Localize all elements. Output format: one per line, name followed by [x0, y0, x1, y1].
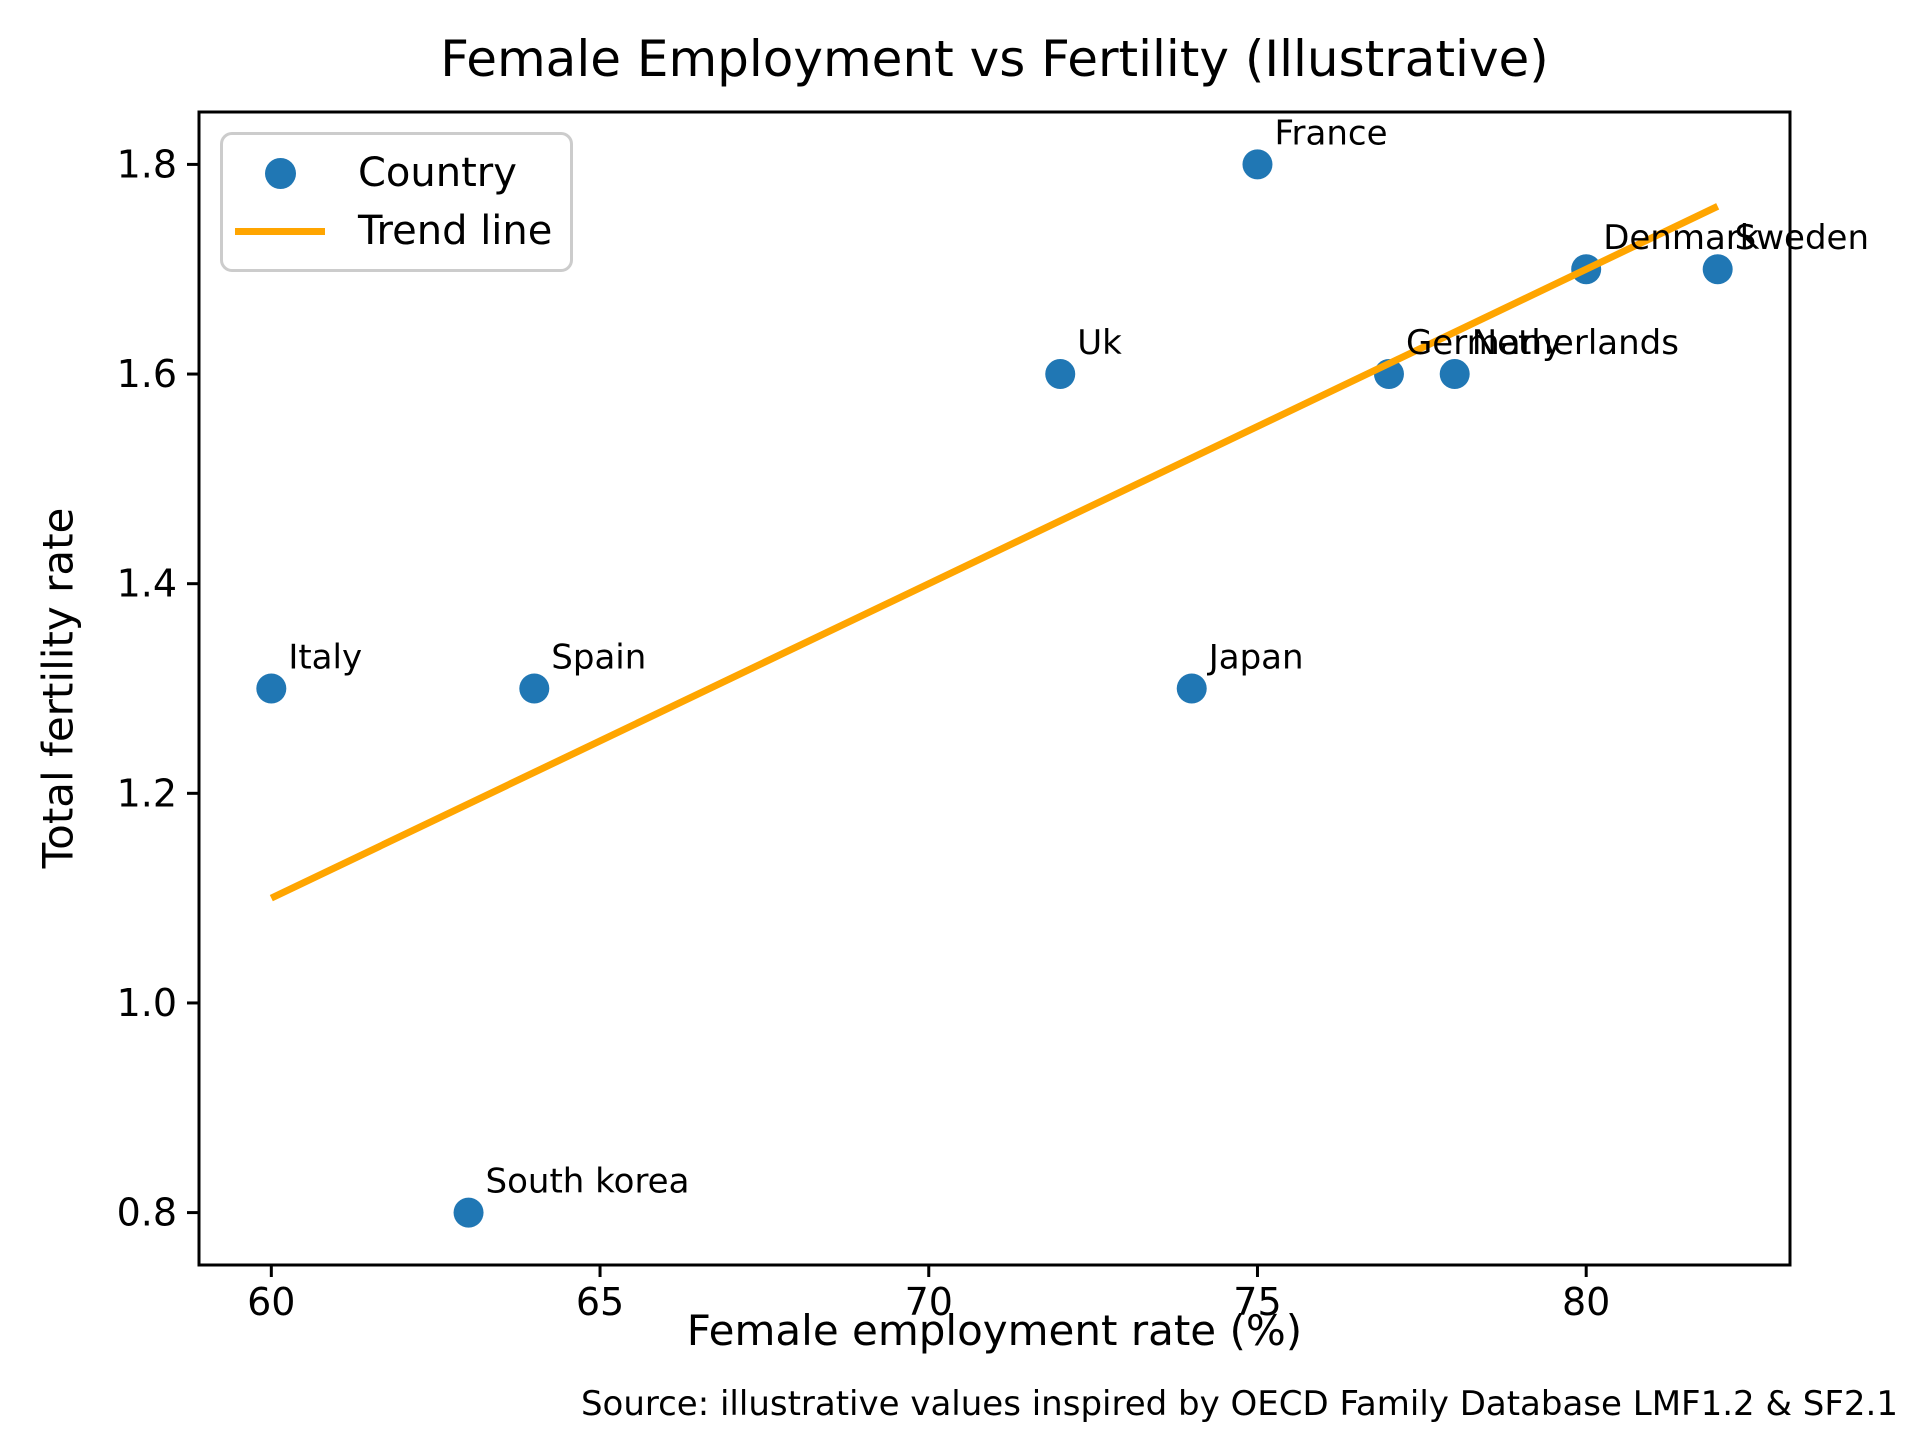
- legend: Country Trend line: [220, 132, 573, 272]
- point-label-south-korea: South korea: [486, 1162, 690, 1202]
- y-axis-label: Total fertility rate: [33, 507, 83, 869]
- axes-frame: [197, 110, 1792, 1267]
- y-axis-tick-label: 1.8: [117, 142, 177, 186]
- point-label-japan: Japan: [1207, 638, 1304, 678]
- y-axis-tick-label: 1.4: [117, 562, 177, 606]
- data-point-uk: [1045, 359, 1076, 390]
- x-axis-tick-label: 70: [905, 1280, 953, 1324]
- point-label-sweden: Sweden: [1735, 218, 1869, 258]
- point-label-italy: Italy: [288, 638, 362, 678]
- y-axis-tick-label: 1.0: [117, 981, 177, 1025]
- point-label-france: France: [1274, 113, 1387, 153]
- point-label-denmark: Denmark: [1603, 218, 1760, 258]
- point-label-netherlands: Netherlands: [1472, 323, 1679, 363]
- country-marker-icon: [264, 157, 296, 189]
- data-point-france: [1242, 149, 1273, 180]
- legend-item-country: Country: [223, 149, 570, 197]
- data-point-japan: [1176, 673, 1207, 704]
- x-axis-tick-label: 65: [576, 1280, 624, 1324]
- data-point-netherlands: [1439, 359, 1470, 390]
- chart-title: Female Employment vs Fertility (Illustra…: [440, 30, 1549, 88]
- data-point-spain: [519, 673, 550, 704]
- data-point-sweden: [1702, 254, 1733, 285]
- y-axis-tick-label: 0.8: [117, 1191, 177, 1235]
- y-axis-tick-label: 1.2: [117, 771, 177, 815]
- legend-marker: [223, 227, 337, 235]
- x-axis-label: Female employment rate (%): [686, 1306, 1303, 1355]
- legend-item-trend-line: Trend line: [223, 207, 570, 255]
- legend-label-country: Country: [358, 150, 517, 196]
- legend-label-trend-line: Trend line: [358, 208, 553, 254]
- trend-line-marker-icon: [235, 227, 325, 235]
- point-label-uk: Uk: [1077, 323, 1122, 363]
- x-axis-tick-label: 75: [1233, 1280, 1281, 1324]
- data-point-italy: [256, 673, 287, 704]
- point-label-germany: Germany: [1406, 323, 1562, 363]
- legend-marker: [223, 157, 337, 189]
- y-axis-tick-label: 1.6: [117, 352, 177, 396]
- data-point-south-korea: [453, 1197, 484, 1228]
- point-label-spain: Spain: [551, 638, 646, 678]
- trend-line: [269, 203, 1720, 902]
- source-note: Source: illustrative values inspired by …: [580, 1384, 1898, 1424]
- x-axis-tick-label: 80: [1562, 1280, 1610, 1324]
- x-axis-tick-label: 60: [247, 1280, 295, 1324]
